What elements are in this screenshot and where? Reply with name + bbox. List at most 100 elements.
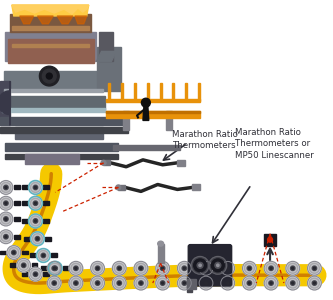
- Circle shape: [266, 263, 276, 273]
- Circle shape: [2, 215, 10, 223]
- Polygon shape: [10, 263, 16, 267]
- Circle shape: [5, 186, 7, 188]
- Circle shape: [182, 266, 186, 271]
- Circle shape: [309, 263, 319, 273]
- Polygon shape: [104, 160, 111, 165]
- Circle shape: [47, 261, 61, 275]
- Circle shape: [69, 276, 83, 290]
- Circle shape: [181, 280, 188, 287]
- Circle shape: [42, 69, 56, 83]
- Circle shape: [158, 278, 167, 288]
- Circle shape: [211, 259, 224, 272]
- Circle shape: [29, 181, 42, 194]
- Polygon shape: [51, 254, 57, 257]
- Circle shape: [223, 278, 233, 288]
- Circle shape: [264, 276, 278, 290]
- Circle shape: [36, 238, 39, 240]
- Circle shape: [72, 265, 80, 272]
- FancyBboxPatch shape: [113, 145, 180, 150]
- Polygon shape: [43, 201, 49, 205]
- Circle shape: [37, 249, 50, 262]
- Circle shape: [246, 265, 253, 272]
- Circle shape: [246, 280, 253, 287]
- FancyBboxPatch shape: [2, 108, 106, 112]
- Circle shape: [244, 263, 254, 273]
- Circle shape: [4, 235, 8, 239]
- Circle shape: [242, 261, 256, 275]
- Circle shape: [182, 281, 186, 285]
- Circle shape: [46, 73, 52, 79]
- Circle shape: [227, 267, 229, 269]
- Circle shape: [33, 185, 38, 190]
- Polygon shape: [30, 254, 36, 257]
- Circle shape: [41, 253, 46, 258]
- Circle shape: [33, 272, 38, 276]
- Circle shape: [286, 261, 300, 275]
- FancyBboxPatch shape: [97, 46, 121, 91]
- Circle shape: [183, 282, 185, 284]
- Circle shape: [69, 261, 83, 275]
- Circle shape: [94, 280, 101, 287]
- Circle shape: [194, 259, 206, 272]
- Polygon shape: [187, 276, 192, 292]
- Circle shape: [138, 265, 145, 272]
- Circle shape: [118, 267, 120, 269]
- Polygon shape: [0, 81, 10, 125]
- Text: Marathon Ratio
Thermometers or
MP50 Linescanner: Marathon Ratio Thermometers or MP50 Line…: [234, 128, 313, 160]
- Circle shape: [158, 263, 167, 273]
- Circle shape: [181, 265, 188, 272]
- Circle shape: [292, 267, 294, 269]
- Circle shape: [290, 266, 295, 271]
- Circle shape: [221, 261, 234, 275]
- Circle shape: [31, 232, 44, 246]
- FancyBboxPatch shape: [147, 83, 149, 101]
- Circle shape: [205, 267, 207, 269]
- FancyBboxPatch shape: [4, 71, 103, 91]
- FancyBboxPatch shape: [99, 32, 113, 61]
- Circle shape: [40, 252, 47, 259]
- Circle shape: [156, 276, 169, 290]
- Circle shape: [52, 281, 56, 285]
- Circle shape: [308, 261, 321, 275]
- Circle shape: [32, 200, 39, 207]
- Circle shape: [21, 263, 26, 268]
- Circle shape: [215, 262, 221, 268]
- Circle shape: [136, 278, 146, 288]
- Circle shape: [248, 282, 250, 284]
- Circle shape: [75, 282, 77, 284]
- Circle shape: [51, 280, 58, 287]
- Circle shape: [42, 254, 44, 256]
- Circle shape: [312, 281, 317, 285]
- Circle shape: [142, 98, 150, 107]
- Circle shape: [54, 267, 56, 269]
- FancyBboxPatch shape: [123, 111, 129, 130]
- FancyBboxPatch shape: [25, 154, 79, 164]
- FancyBboxPatch shape: [5, 154, 118, 159]
- Circle shape: [288, 263, 298, 273]
- Circle shape: [23, 264, 25, 266]
- Circle shape: [32, 218, 39, 225]
- Circle shape: [116, 280, 123, 287]
- Circle shape: [4, 201, 8, 206]
- Circle shape: [139, 266, 143, 271]
- Circle shape: [224, 265, 231, 272]
- Polygon shape: [43, 272, 49, 276]
- Circle shape: [112, 261, 126, 275]
- Circle shape: [20, 262, 27, 269]
- Polygon shape: [12, 5, 89, 16]
- Circle shape: [199, 276, 213, 290]
- Circle shape: [269, 266, 273, 271]
- Polygon shape: [22, 272, 28, 276]
- Polygon shape: [118, 185, 125, 190]
- Circle shape: [33, 219, 38, 223]
- FancyBboxPatch shape: [0, 127, 128, 133]
- Polygon shape: [57, 16, 73, 24]
- Circle shape: [289, 265, 296, 272]
- Circle shape: [12, 250, 16, 255]
- Circle shape: [161, 281, 165, 285]
- Text: Marathon Ratio
Thermometers: Marathon Ratio Thermometers: [172, 130, 238, 150]
- Circle shape: [13, 251, 15, 253]
- Circle shape: [0, 181, 13, 194]
- Circle shape: [75, 267, 77, 269]
- Circle shape: [161, 266, 165, 271]
